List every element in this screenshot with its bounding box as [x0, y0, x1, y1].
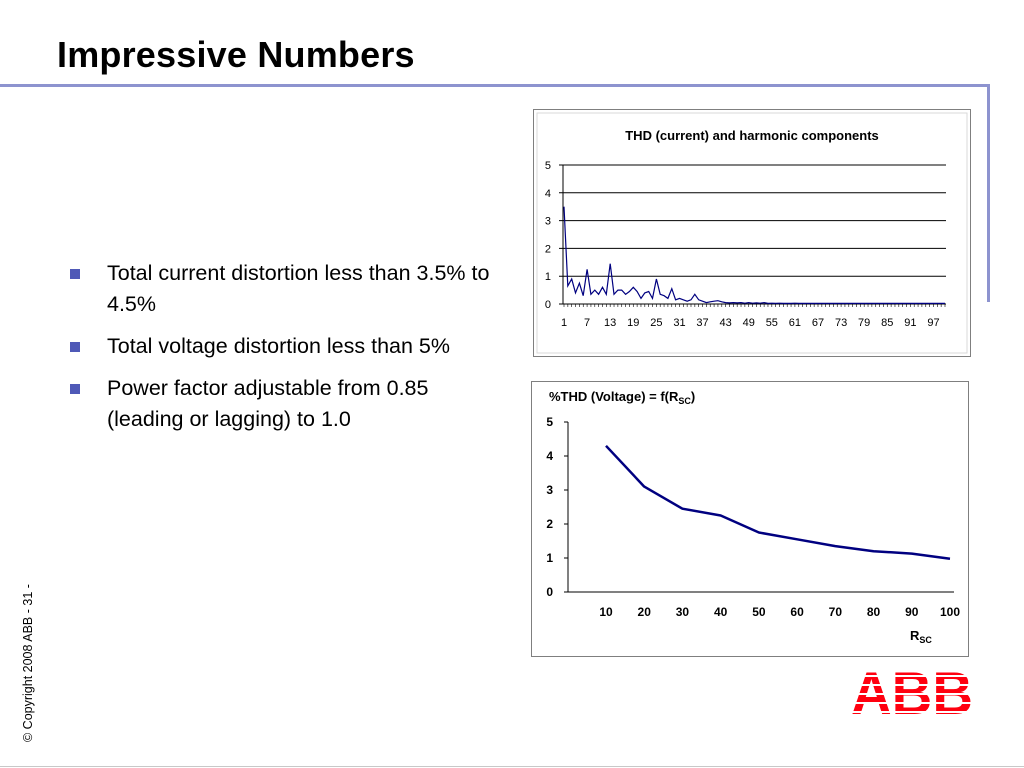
bullet-item: Power factor adjustable from 0.85 (leadi…	[70, 373, 490, 435]
x-tick-label: 7	[584, 317, 590, 329]
copyright-notice: © Copyright 2008 ABB - 31 -	[21, 584, 35, 742]
y-tick-label: 5	[546, 415, 553, 429]
right-divider	[987, 84, 990, 302]
x-tick-label: 10	[599, 605, 613, 619]
y-tick-label: 4	[545, 188, 551, 200]
bullet-text: Power factor adjustable from 0.85 (leadi…	[107, 376, 429, 431]
x-tick-label: 40	[714, 605, 728, 619]
thd-current-chart: THD (current) and harmonic components 0 1 2…	[533, 109, 971, 357]
thd-voltage-chart-svg: %THD (Voltage) = f(RSC) 0 1 2 3 4 5 10 20 30 40 50 6…	[546, 389, 960, 645]
square-bullet-icon	[70, 384, 80, 394]
x-tick-label: 50	[752, 605, 766, 619]
y-tick-label: 3	[545, 216, 551, 228]
thd-voltage-series-line	[605, 444, 951, 560]
x-tick-label: 85	[881, 317, 893, 329]
y-tick-label: 3	[546, 483, 553, 497]
x-axis-label: RSC	[910, 628, 932, 645]
y-tick-label: 0	[545, 299, 551, 311]
y-tick-label: 1	[546, 551, 553, 565]
x-tick-label: 25	[650, 317, 662, 329]
title-divider	[0, 84, 990, 87]
x-tick-label: 30	[676, 605, 690, 619]
y-tick-label: 2	[546, 517, 553, 531]
x-tick-label: 90	[905, 605, 919, 619]
x-tick-label: 70	[829, 605, 843, 619]
x-tick-label: 97	[927, 317, 939, 329]
x-tick-label: 61	[789, 317, 801, 329]
x-tick-label: 13	[604, 317, 616, 329]
x-tick-label: 31	[673, 317, 685, 329]
harmonic-series-line	[563, 206, 945, 305]
x-tick-label: 37	[696, 317, 708, 329]
square-bullet-icon	[70, 269, 80, 279]
chart-title: THD (current) and harmonic components	[625, 128, 879, 143]
thd-current-chart-svg: THD (current) and harmonic components012…	[536, 112, 968, 354]
thd-voltage-chart: %THD (Voltage) = f(RSC) 0 1 2 3 4 5 10 20 30 40 50 6…	[531, 381, 969, 657]
x-tick-label: 91	[904, 317, 916, 329]
bullet-text: Total voltage distortion less than 5%	[107, 334, 451, 358]
square-bullet-icon	[70, 342, 80, 352]
bullet-item: Total current distortion less than 3.5% …	[70, 258, 490, 320]
y-tick-label: 4	[546, 449, 553, 463]
x-tick-label: 73	[835, 317, 847, 329]
x-tick-label: 55	[766, 317, 778, 329]
x-tick-label: 1	[561, 317, 567, 329]
y-tick-label: 2	[545, 243, 551, 255]
abb-logo-text: ABB	[851, 666, 973, 718]
y-tick-label: 5	[545, 160, 551, 172]
bullet-item: Total voltage distortion less than 5%	[70, 331, 490, 362]
bottom-divider	[0, 766, 1024, 767]
x-tick-label: 43	[720, 317, 732, 329]
page-title: Impressive Numbers	[57, 34, 415, 75]
x-tick-label: 80	[867, 605, 881, 619]
x-tick-label: 20	[638, 605, 652, 619]
chart-title: %THD (Voltage) = f(RSC)	[549, 389, 695, 406]
x-tick-label: 60	[790, 605, 804, 619]
x-tick-label: 67	[812, 317, 824, 329]
bullet-text: Total current distortion less than 3.5% …	[107, 261, 490, 316]
chart-inner-border	[536, 112, 968, 354]
x-tick-label: 79	[858, 317, 870, 329]
bullet-list: Total current distortion less than 3.5% …	[70, 258, 490, 446]
y-tick-label: 1	[545, 271, 551, 283]
abb-logo: ABB	[850, 666, 974, 718]
x-tick-label: 100	[940, 605, 960, 619]
x-tick-label: 49	[743, 317, 755, 329]
x-tick-label: 19	[627, 317, 639, 329]
y-tick-label: 0	[546, 585, 553, 599]
